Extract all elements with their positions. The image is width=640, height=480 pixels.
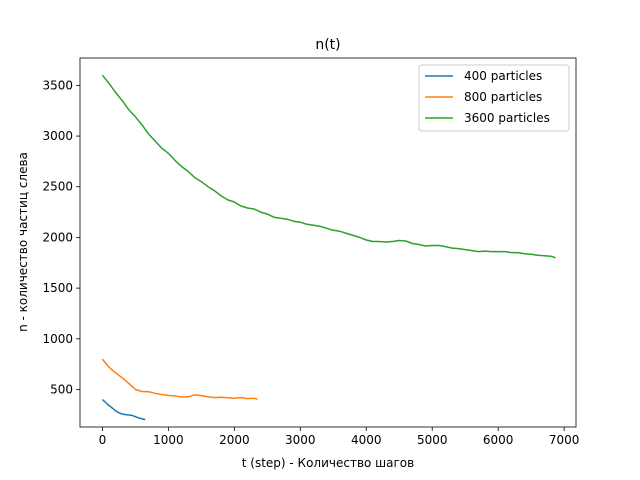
x-tick-label: 5000 — [417, 433, 448, 447]
plot-area: 0 1000 2000 3000 4000 5000 6000 7000 500 1000 150… — [42, 57, 580, 447]
x-tick-label: 4000 — [351, 433, 382, 447]
x-tick-label: 1000 — [153, 433, 184, 447]
y-tick-label: 2500 — [42, 180, 73, 194]
y-axis: 500 1000 1500 2000 2500 3000 3500 — [42, 78, 80, 396]
legend-frame — [418, 64, 570, 132]
series-line-800 — [101, 358, 258, 400]
x-axis-label: t (step) - Количество шагов — [242, 456, 414, 470]
series-line-400 — [101, 399, 146, 421]
chart-title: n(t) — [315, 37, 340, 53]
y-tick-label: 500 — [50, 382, 73, 396]
y-axis-label: n - количество частиц слева — [16, 152, 30, 332]
legend: 400 particles 800 particles 3600 particl… — [418, 64, 570, 132]
y-tick-label: 2000 — [42, 230, 73, 244]
y-tick-label: 1000 — [42, 332, 73, 346]
y-tick-label: 1500 — [42, 281, 73, 295]
series-line-3600 — [101, 74, 556, 259]
y-tick-label: 3000 — [42, 129, 73, 143]
x-tick-label: 7000 — [549, 433, 580, 447]
legend-entry-400: 400 particles — [464, 69, 542, 83]
series-layer — [101, 74, 556, 421]
x-tick-label: 2000 — [219, 433, 250, 447]
x-tick-label: 0 — [99, 433, 107, 447]
y-tick-label: 3500 — [42, 78, 73, 92]
axes-frame — [79, 57, 577, 428]
legend-entry-3600: 3600 particles — [464, 111, 550, 125]
x-tick-label: 3000 — [285, 433, 316, 447]
legend-entry-800: 800 particles — [464, 90, 542, 104]
x-tick-label: 6000 — [483, 433, 514, 447]
x-axis: 0 1000 2000 3000 4000 5000 6000 7000 — [99, 427, 580, 447]
